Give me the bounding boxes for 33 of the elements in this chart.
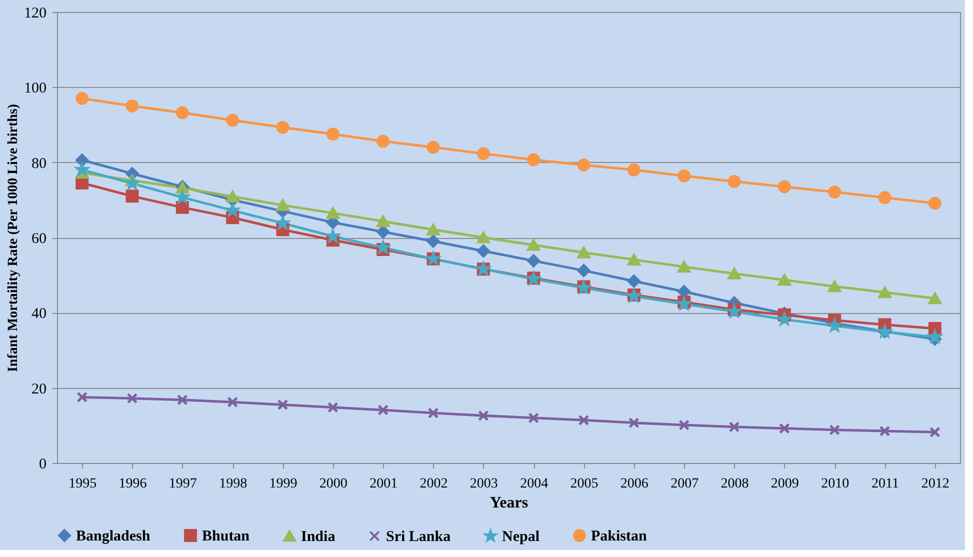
x-axis-title: Years [490, 494, 528, 512]
x-tick-label: 2006 [620, 476, 648, 492]
y-tick-label: 40 [32, 306, 46, 322]
y-tick-label: 60 [32, 231, 46, 247]
x-tick-label: 1999 [269, 476, 298, 492]
x-tick-label: 2004 [520, 476, 548, 492]
legend-label: Nepal [502, 529, 540, 546]
x-tick-label: 1997 [168, 476, 197, 492]
x-tick-label: 1995 [68, 476, 97, 492]
x-tick-label: 2011 [872, 476, 899, 492]
x-tick-label: 1996 [118, 476, 147, 492]
y-tick-label: 20 [32, 381, 46, 398]
legend-label: Pakistan [591, 528, 648, 545]
y-tick-label: 100 [24, 80, 46, 97]
x-tick-label: 2012 [921, 476, 950, 492]
x-tick-label: 2003 [470, 476, 498, 492]
x-tick-label: 2001 [370, 476, 398, 492]
x-tick-label: 2000 [319, 476, 348, 492]
x-tick-label: 2005 [570, 476, 598, 492]
x-tick-label: 2007 [670, 476, 699, 492]
y-tick-label: 120 [24, 6, 46, 22]
x-tick-label: 2010 [821, 476, 850, 492]
y-tick-label: 0 [39, 456, 46, 472]
x-tick-label: 2009 [770, 476, 799, 492]
y-tick-label: 80 [32, 156, 46, 172]
x-tick-label: 2002 [420, 476, 448, 492]
x-tick-label: 2008 [720, 476, 749, 492]
legend-label: Bangladesh [76, 528, 151, 545]
legend-label: India [301, 528, 336, 545]
legend-label: Sri Lanka [386, 529, 452, 546]
y-axis-title: Infant Mortaility Rate (Per 1000 Live births) [6, 104, 21, 372]
x-tick-label: 1998 [219, 476, 248, 492]
legend-label: Bhutan [202, 528, 250, 545]
